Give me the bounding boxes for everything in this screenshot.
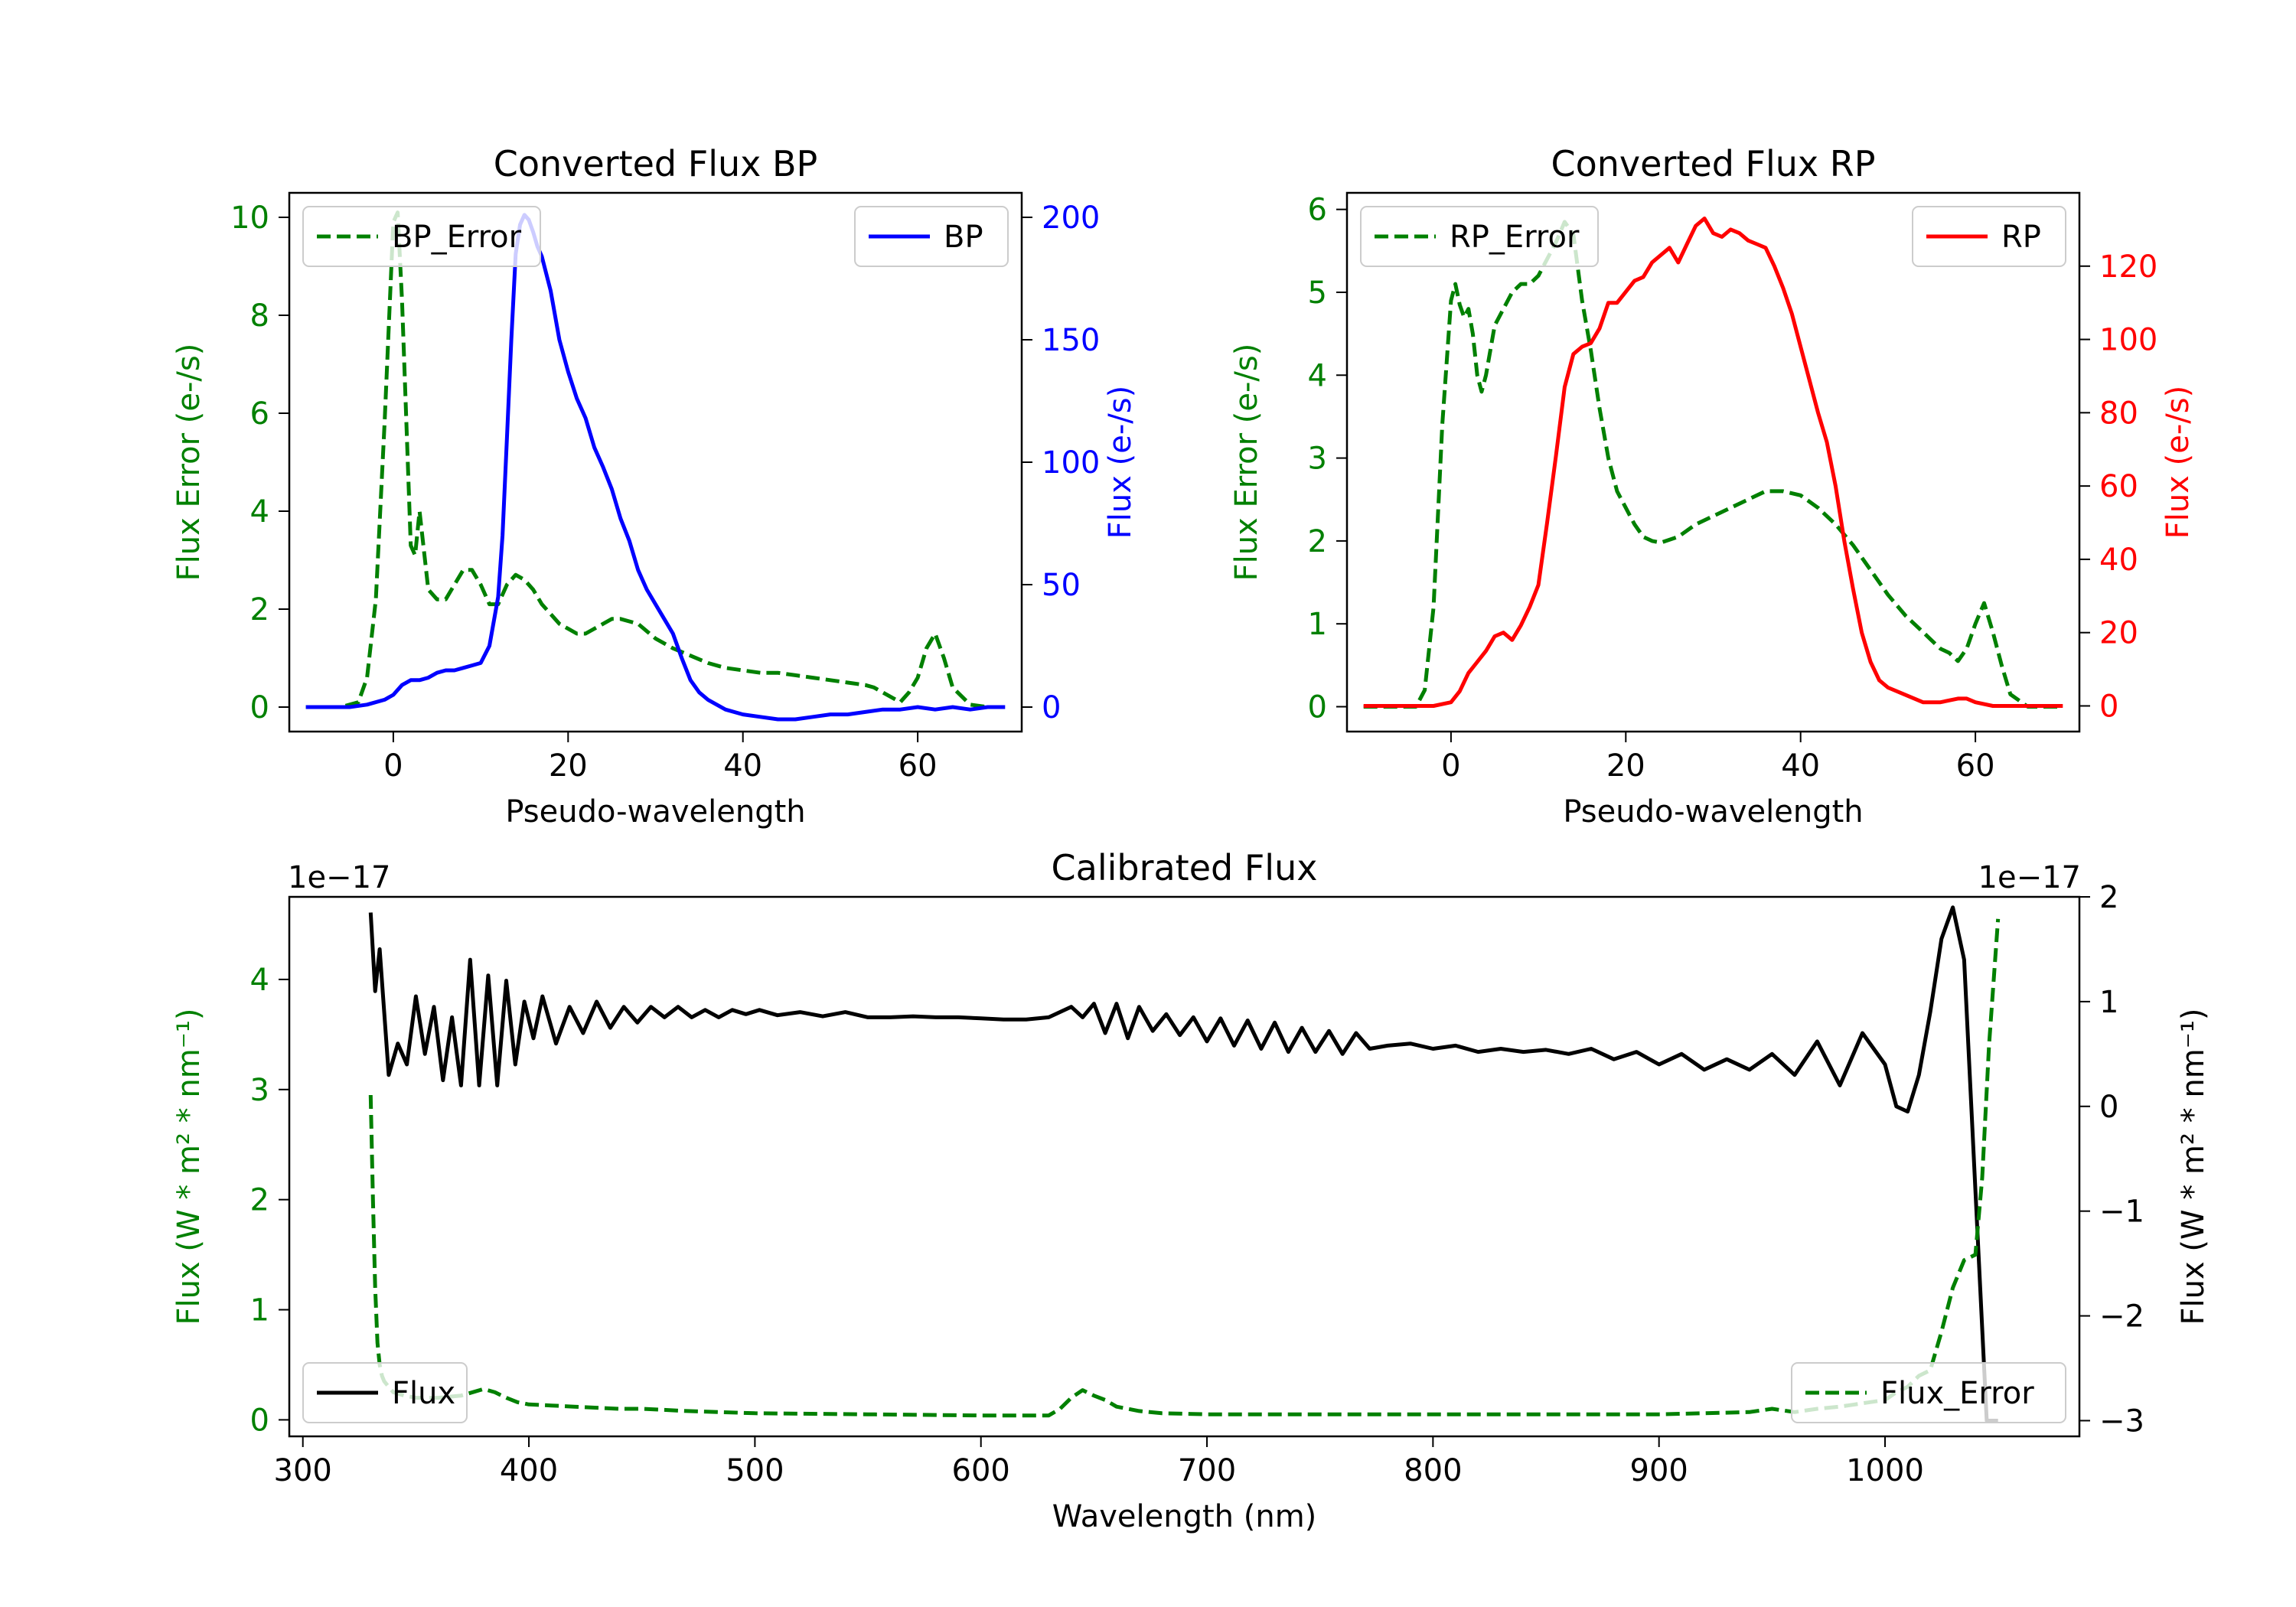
right-y-tick-label: 40 (2099, 543, 2138, 578)
left-y-tick-label: 6 (1308, 193, 1327, 228)
right-y-tick-label: 150 (1042, 323, 1100, 358)
right-y-axis-label: Flux (e-/s) (1103, 386, 1138, 539)
right-y-axis-label: Flux (W * m² * nm⁻¹) (2176, 1009, 2211, 1325)
right-y-tick-label: 0 (2099, 689, 2118, 724)
x-tick-label: 800 (1404, 1453, 1462, 1488)
x-axis-label: Wavelength (nm) (1052, 1499, 1317, 1534)
legend-box (1912, 206, 2066, 267)
chart-title: Converted Flux BP (494, 143, 818, 184)
x-tick-label: 600 (952, 1453, 1010, 1488)
x-tick-label: 60 (1956, 748, 1995, 784)
right-axis-offset-label: 1e−17 (1978, 860, 2081, 895)
right-y-tick-label: 100 (1042, 445, 1100, 481)
left-y-tick-label: 4 (1308, 358, 1327, 393)
x-tick-label: 20 (549, 748, 588, 784)
left-y-tick-label: 10 (230, 200, 269, 236)
chart-title: Converted Flux RP (1551, 143, 1876, 184)
legend-label: Flux_Error (1880, 1376, 2034, 1411)
x-tick-label: 300 (274, 1453, 332, 1488)
series-line-rp (1363, 217, 2063, 708)
plot-frame (1345, 191, 2081, 733)
left-axis-offset-label: 1e−17 (288, 860, 390, 895)
series-line-bp (305, 213, 1006, 722)
left-y-tick-label: 5 (1308, 275, 1327, 311)
right-y-axis-label: Flux (e-/s) (2161, 386, 2196, 539)
legend-label: Flux (392, 1376, 455, 1411)
left-y-tick-label: 2 (250, 1183, 269, 1218)
left-y-tick-label: 0 (1308, 690, 1327, 725)
left-y-tick-label: 1 (250, 1293, 269, 1328)
legend-box (1360, 206, 1599, 267)
left-y-tick-label: 3 (250, 1073, 269, 1108)
legend-label: RP (2001, 220, 2041, 255)
right-y-tick-label: −1 (2099, 1195, 2144, 1230)
x-axis-label: Pseudo-wavelength (1563, 794, 1863, 830)
series-line-flux (368, 905, 1998, 1423)
legend-box (302, 206, 541, 267)
x-tick-label: 40 (723, 748, 762, 784)
series-line-bp-error (305, 210, 1006, 709)
left-y-tick-label: 2 (250, 592, 269, 627)
x-tick-label: 0 (1441, 748, 1460, 784)
legend-box (854, 206, 1009, 267)
left-y-tick-label: 3 (1308, 442, 1327, 477)
left-y-axis-label: Flux Error (e-/s) (1229, 344, 1264, 582)
left-y-tick-label: 4 (250, 494, 269, 530)
legend-box (1791, 1362, 2066, 1423)
left-y-tick-label: 8 (250, 298, 269, 334)
x-tick-label: 700 (1178, 1453, 1236, 1488)
x-tick-label: 1000 (1846, 1453, 1924, 1488)
x-tick-label: 900 (1630, 1453, 1688, 1488)
x-axis-label: Pseudo-wavelength (505, 794, 805, 830)
x-tick-label: 40 (1781, 748, 1820, 784)
right-y-tick-label: 0 (2099, 1090, 2118, 1125)
left-y-tick-label: 0 (250, 1403, 269, 1438)
series-line-rp-error (1363, 220, 2063, 709)
left-y-axis-label: Flux (W * m² * nm⁻¹) (171, 1009, 207, 1325)
right-y-tick-label: 120 (2099, 249, 2157, 285)
left-y-tick-label: 4 (250, 963, 269, 998)
legend-label: RP_Error (1450, 220, 1580, 255)
legend-label: BP_Error (392, 220, 522, 255)
x-tick-label: 60 (899, 748, 938, 784)
x-tick-label: 0 (383, 748, 403, 784)
x-tick-label: 500 (726, 1453, 784, 1488)
right-y-tick-label: 60 (2099, 469, 2138, 504)
right-y-tick-label: −2 (2099, 1299, 2144, 1335)
chart-title: Calibrated Flux (1052, 847, 1318, 888)
right-y-tick-label: 80 (2099, 396, 2138, 431)
left-y-tick-label: 0 (250, 690, 269, 725)
right-y-tick-label: 0 (1042, 690, 1061, 725)
right-y-tick-label: 200 (1042, 200, 1100, 236)
legend-box (302, 1362, 468, 1423)
plot-frame (288, 895, 2081, 1438)
legend-label: BP (944, 220, 983, 255)
right-y-tick-label: 20 (2099, 616, 2138, 651)
right-y-tick-label: −3 (2099, 1403, 2144, 1439)
left-y-tick-label: 2 (1308, 524, 1327, 559)
left-y-tick-label: 1 (1308, 607, 1327, 642)
right-y-tick-label: 2 (2099, 880, 2118, 915)
x-tick-label: 20 (1606, 748, 1645, 784)
right-y-tick-label: 100 (2099, 323, 2157, 358)
series-line-flux-error (368, 918, 2001, 1418)
x-tick-label: 400 (500, 1453, 558, 1488)
left-y-tick-label: 6 (250, 396, 269, 432)
right-y-tick-label: 50 (1042, 568, 1081, 603)
left-y-axis-label: Flux Error (e-/s) (171, 344, 207, 582)
right-y-tick-label: 1 (2099, 985, 2118, 1020)
